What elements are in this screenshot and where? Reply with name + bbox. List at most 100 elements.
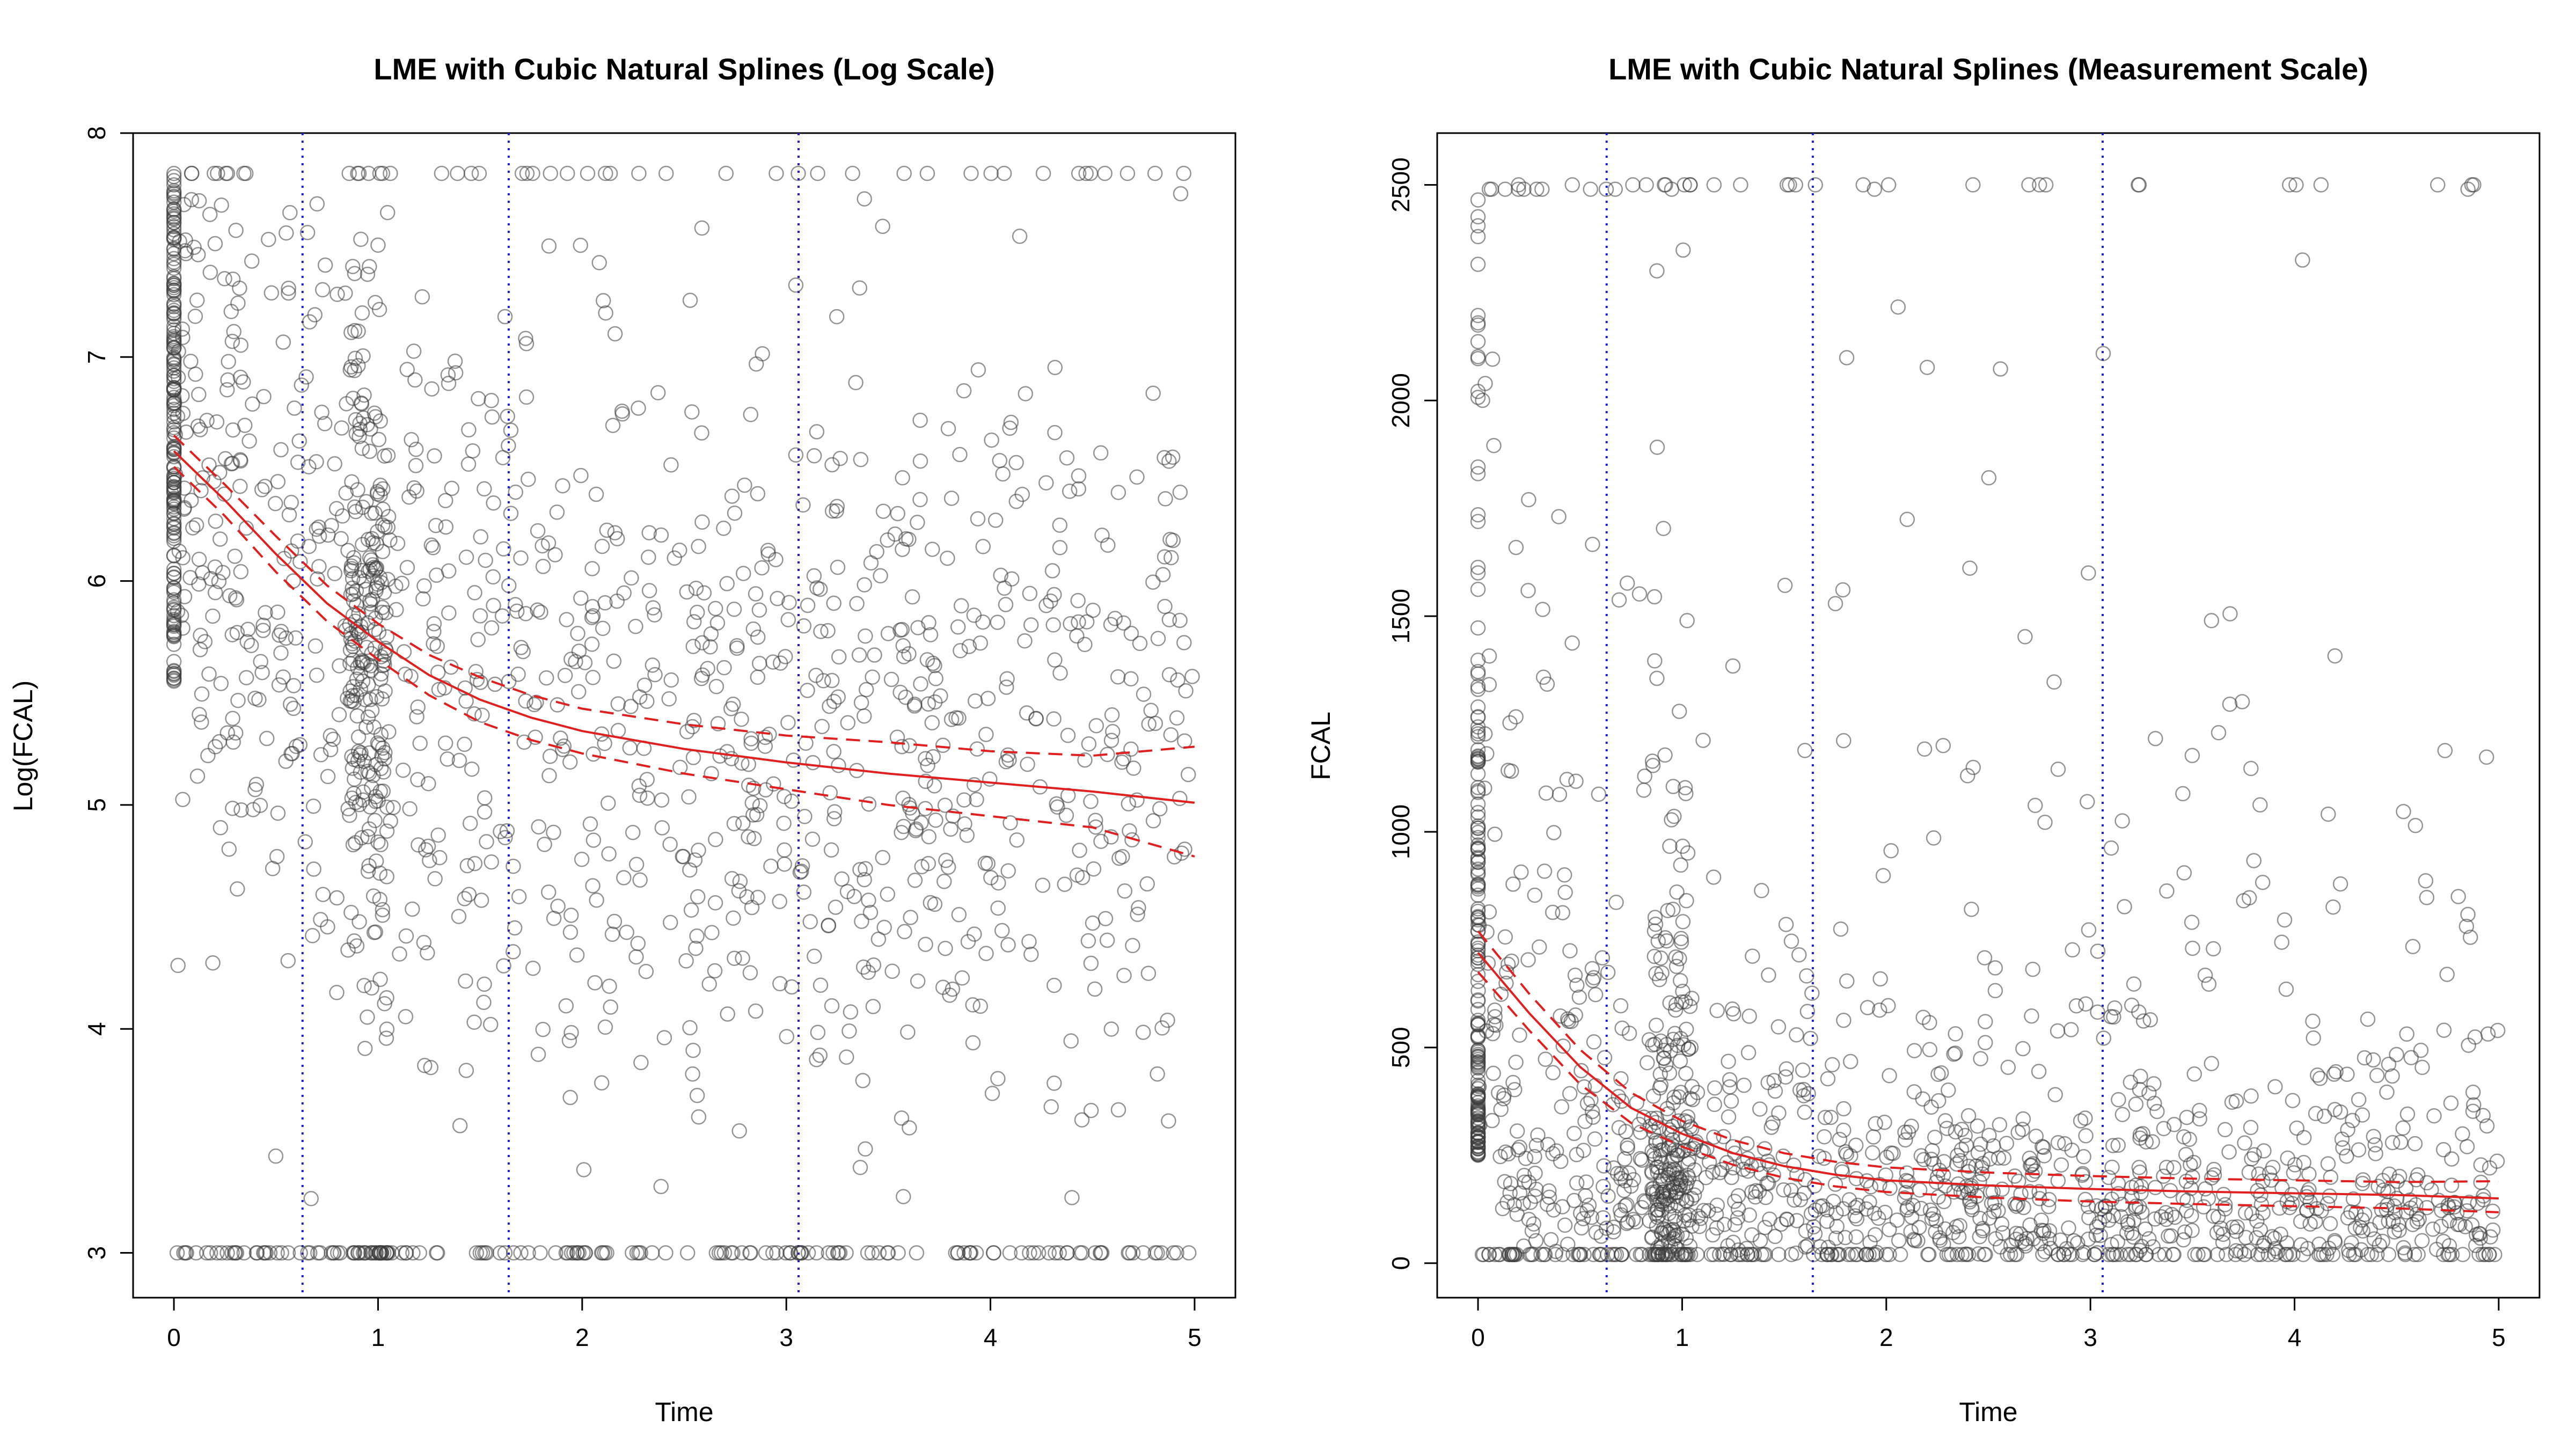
data-point <box>2138 1221 2153 1237</box>
data-point <box>984 1086 1000 1101</box>
data-point <box>286 678 302 693</box>
data-point <box>1470 1048 1486 1064</box>
data-point <box>1103 1021 1119 1037</box>
data-point <box>1656 521 1671 536</box>
data-point <box>1470 1052 1486 1067</box>
data-point <box>788 447 804 463</box>
data-point <box>857 872 872 888</box>
data-point <box>781 595 797 610</box>
data-point <box>477 976 492 992</box>
data-point <box>1970 1145 1986 1161</box>
data-point <box>167 427 183 442</box>
data-point <box>350 358 366 374</box>
data-point <box>1654 1246 1670 1262</box>
data-point <box>1111 850 1127 866</box>
data-point <box>348 426 364 442</box>
data-point <box>1933 1065 1949 1081</box>
data-point <box>1477 376 1493 391</box>
data-point <box>2089 1219 2105 1235</box>
data-point <box>1716 1217 1732 1232</box>
data-point <box>347 266 363 281</box>
data-point <box>703 626 719 642</box>
data-point <box>1706 1129 1722 1145</box>
data-point <box>776 815 792 831</box>
data-point <box>255 617 271 633</box>
data-point <box>245 396 260 412</box>
data-point <box>219 1245 235 1261</box>
data-point <box>898 690 913 705</box>
data-point <box>1777 577 1793 594</box>
data-point <box>1634 1152 1650 1168</box>
data-point <box>1596 1158 1612 1174</box>
data-point <box>796 884 812 900</box>
data-point <box>166 215 182 231</box>
data-point <box>516 734 532 750</box>
data-point <box>2133 1069 2148 1084</box>
data-point <box>1080 933 1096 949</box>
data-point <box>557 668 573 683</box>
data-point <box>584 636 600 652</box>
data-point <box>1798 1223 1814 1239</box>
data-point <box>346 751 362 767</box>
data-point <box>2323 1169 2339 1185</box>
data-point <box>1799 968 1814 984</box>
data-point <box>1611 1089 1627 1104</box>
data-point <box>587 975 603 991</box>
data-point <box>2458 918 2475 934</box>
data-point <box>526 697 542 713</box>
data-point <box>1824 1057 1840 1073</box>
data-point <box>1470 983 1486 999</box>
data-point <box>276 551 292 567</box>
data-point <box>791 1245 806 1261</box>
data-point <box>329 985 345 1000</box>
data-point <box>406 343 422 359</box>
data-point <box>2322 1216 2338 1232</box>
data-point <box>1922 1202 1938 1218</box>
data-point <box>1012 229 1028 244</box>
data-point <box>345 259 361 274</box>
data-point <box>2320 1156 2336 1172</box>
data-point <box>1562 1086 1578 1102</box>
data-point <box>890 506 905 522</box>
data-point <box>378 605 394 620</box>
data-point <box>330 287 345 302</box>
data-point <box>998 597 1014 612</box>
data-point <box>925 749 941 765</box>
data-point <box>839 1049 854 1065</box>
data-point <box>2211 725 2227 741</box>
data-point <box>207 559 223 575</box>
data-point <box>1739 1136 1755 1152</box>
data-point <box>810 1024 826 1041</box>
data-point <box>2184 1223 2200 1238</box>
data-point <box>876 919 892 935</box>
data-point <box>469 672 485 687</box>
data-point <box>1628 1214 1644 1230</box>
data-point <box>758 1245 774 1261</box>
data-point <box>679 724 695 740</box>
data-point <box>1585 1109 1601 1125</box>
data-point <box>1046 587 1062 603</box>
data-point <box>750 486 766 502</box>
data-point <box>623 699 639 714</box>
data-point <box>1971 1246 1986 1262</box>
data-point <box>2372 1238 2388 1253</box>
data-point <box>166 329 182 345</box>
data-point <box>342 683 358 699</box>
data-point <box>601 846 617 862</box>
data-point <box>383 813 398 829</box>
data-point <box>2414 1233 2430 1249</box>
data-point <box>2487 1247 2502 1262</box>
data-point <box>364 980 379 996</box>
data-point <box>2426 1108 2442 1124</box>
data-point <box>1847 1208 1863 1224</box>
data-point <box>290 455 306 470</box>
data-point <box>1836 1012 1851 1028</box>
data-point <box>584 561 600 576</box>
data-point <box>1833 921 1849 937</box>
data-point <box>1132 635 1148 652</box>
data-point <box>1538 785 1554 801</box>
data-point <box>770 591 785 606</box>
data-point <box>1559 772 1575 787</box>
data-point <box>1616 1151 1633 1167</box>
data-point <box>1842 1053 1858 1070</box>
